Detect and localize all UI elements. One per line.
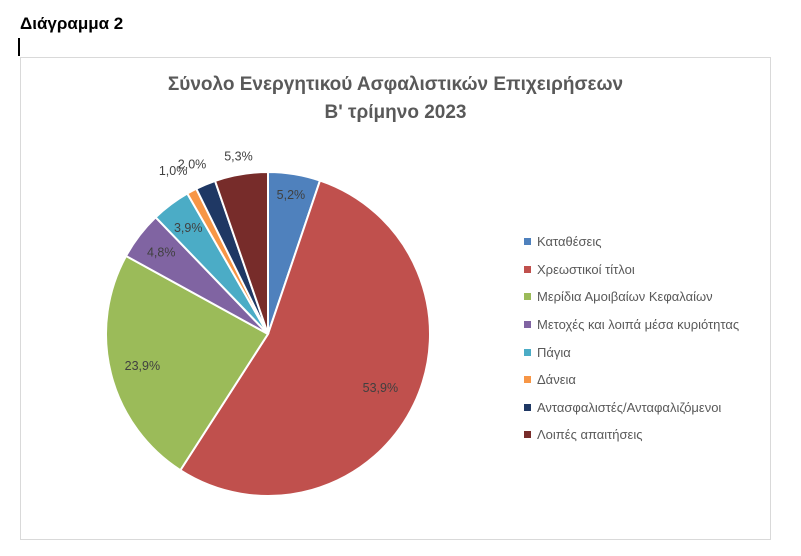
legend-item-4: Πάγια [524, 338, 739, 366]
chart-title: Σύνολο Ενεργητικού Ασφαλιστικών Επιχειρή… [21, 71, 770, 127]
chart-title-line-2: Β' τρίμηνο 2023 [324, 102, 467, 123]
legend-swatch [524, 321, 531, 329]
legend-swatch [524, 293, 531, 301]
legend-swatch [524, 376, 531, 384]
legend-label: Μερίδια Αμοιβαίων Κεφαλαίων [537, 289, 713, 305]
legend-swatch [524, 238, 531, 246]
chart-title-line-1: Σύνολο Ενεργητικού Ασφαλιστικών Επιχειρή… [167, 74, 624, 95]
legend-item-3: Μετοχές και λοιπά μέσα κυριότητας [524, 311, 739, 339]
data-label-7: 5,3% [224, 149, 253, 163]
data-label-3: 4,8% [147, 245, 176, 259]
legend-label: Λοιπές απαιτήσεις [537, 427, 643, 443]
data-label-2: 23,9% [125, 359, 160, 373]
legend-swatch [524, 265, 531, 273]
legend-swatch [524, 431, 531, 439]
data-label-0: 5,2% [277, 188, 306, 202]
legend-item-7: Λοιπές απαιτήσεις [524, 421, 739, 449]
legend-label: Μετοχές και λοιπά μέσα κυριότητας [537, 317, 740, 333]
chart-frame[interactable]: Σύνολο Ενεργητικού Ασφαλιστικών Επιχειρή… [20, 57, 771, 540]
data-label-4: 3,9% [174, 221, 203, 235]
chart-legend: Καταθέσεις Χρεωστικοί τίτλοι Μερίδια Αμοιβ… [524, 228, 739, 449]
pie-slice-2[interactable] [105, 254, 270, 472]
legend-item-2: Μερίδια Αμοιβαίων Κεφαλαίων [524, 283, 739, 311]
legend-item-1: Χρεωστικοί τίτλοι [524, 256, 739, 284]
legend-swatch [524, 403, 531, 411]
legend-swatch [524, 348, 531, 356]
data-label-5: 1,0% [159, 164, 188, 178]
legend-label: Καταθέσεις [537, 234, 602, 250]
pie-chart: 5,2% 53,9% 23,9% 4,8% 3,9% 1,0%2,0% 5,3% [105, 149, 431, 497]
legend-label: Πάγια [537, 344, 571, 360]
pie-slice-1[interactable] [178, 179, 431, 497]
legend-label: Δάνεια [537, 372, 576, 388]
legend-item-5: Δάνεια [524, 366, 739, 394]
legend-label: Αντασφαλιστές/Ανταφαλιζόμενοι [537, 399, 722, 415]
legend-item-6: Αντασφαλιστές/Ανταφαλιζόμενοι [524, 394, 739, 422]
legend-item-0: Καταθέσεις [524, 228, 739, 256]
pie-slice-7[interactable] [213, 170, 269, 335]
text-cursor [18, 38, 20, 56]
data-label-6: 2,0% [178, 158, 207, 172]
data-label-1: 53,9% [363, 381, 398, 395]
legend-label: Χρεωστικοί τίτλοι [537, 261, 635, 277]
document-heading: Διάγραμμα 2 [20, 14, 124, 33]
